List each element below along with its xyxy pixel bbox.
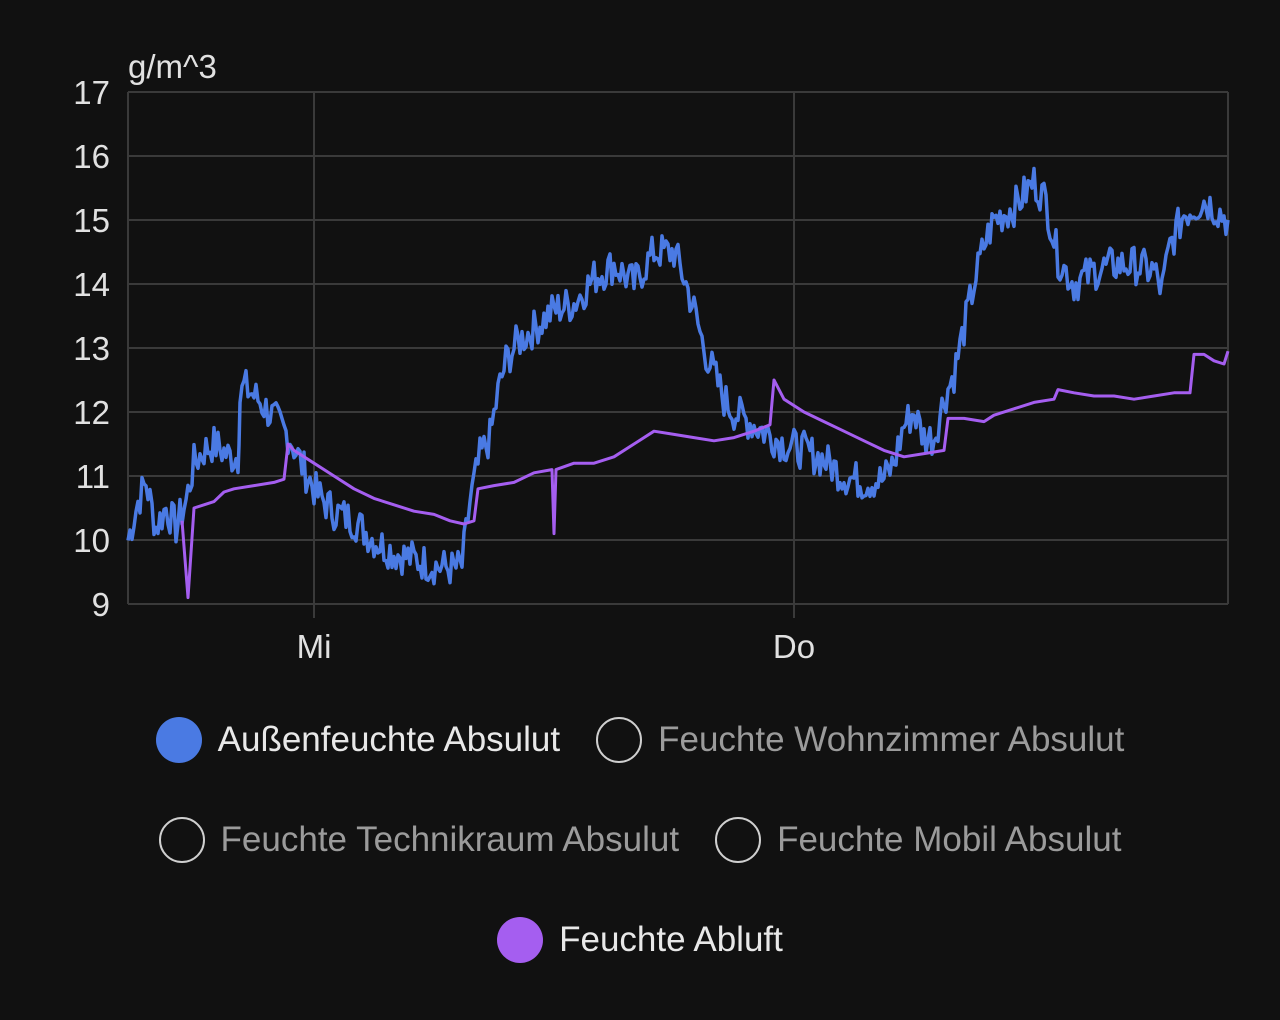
legend-item-wohnzimmer[interactable]: Feuchte Wohnzimmer Absulut [596, 717, 1124, 763]
legend-item-mobil[interactable]: Feuchte Mobil Absulut [715, 817, 1121, 863]
x-tick-label: Mi [297, 628, 332, 665]
series-line-feuchte-abluft [180, 350, 1230, 600]
legend-dot-icon [497, 917, 544, 963]
legend-label: Feuchte Mobil Absulut [777, 820, 1122, 859]
legend-item-abluft[interactable]: Feuchte Abluft [497, 917, 783, 963]
legend-dot-icon [596, 717, 643, 763]
chart-legend: Außenfeuchte Absulut Feuchte Wohnzimmer … [0, 690, 1280, 990]
legend-item-technikraum[interactable]: Feuchte Technikraum Absulut [158, 817, 680, 863]
legend-dot-icon [715, 817, 762, 863]
y-tick-label: 13 [73, 330, 110, 367]
series-line-au-enfeuchte-absulut [126, 166, 1230, 586]
legend-item-aussenfeuchte[interactable]: Außenfeuchte Absulut [155, 717, 561, 763]
legend-row-3: Feuchte Abluft [0, 890, 1280, 990]
y-tick-label: 15 [73, 202, 110, 239]
x-tick-label: Do [773, 628, 815, 665]
humidity-line-chart: 17 16 15 14 13 12 11 10 9 Mi Do g/m^3 [73, 48, 1230, 665]
legend-label: Feuchte Wohnzimmer Absulut [658, 720, 1125, 759]
y-tick-label: 17 [73, 74, 110, 111]
legend-label: Feuchte Technikraum Absulut [220, 820, 680, 859]
y-tick-label: 16 [73, 138, 110, 175]
legend-dot-icon [155, 717, 202, 763]
y-tick-label: 9 [92, 586, 110, 623]
y-tick-label: 11 [76, 458, 110, 495]
legend-row-2: Feuchte Technikraum Absulut Feuchte Mobi… [0, 790, 1280, 890]
y-tick-label: 12 [73, 394, 110, 431]
legend-label: Außenfeuchte Absulut [217, 720, 561, 759]
y-tick-label: 14 [73, 266, 110, 303]
legend-row-1: Außenfeuchte Absulut Feuchte Wohnzimmer … [0, 690, 1280, 790]
legend-label: Feuchte Abluft [559, 920, 783, 959]
legend-dot-icon [158, 817, 205, 863]
y-tick-label: 10 [73, 522, 110, 559]
y-axis-unit-label: g/m^3 [128, 48, 217, 85]
